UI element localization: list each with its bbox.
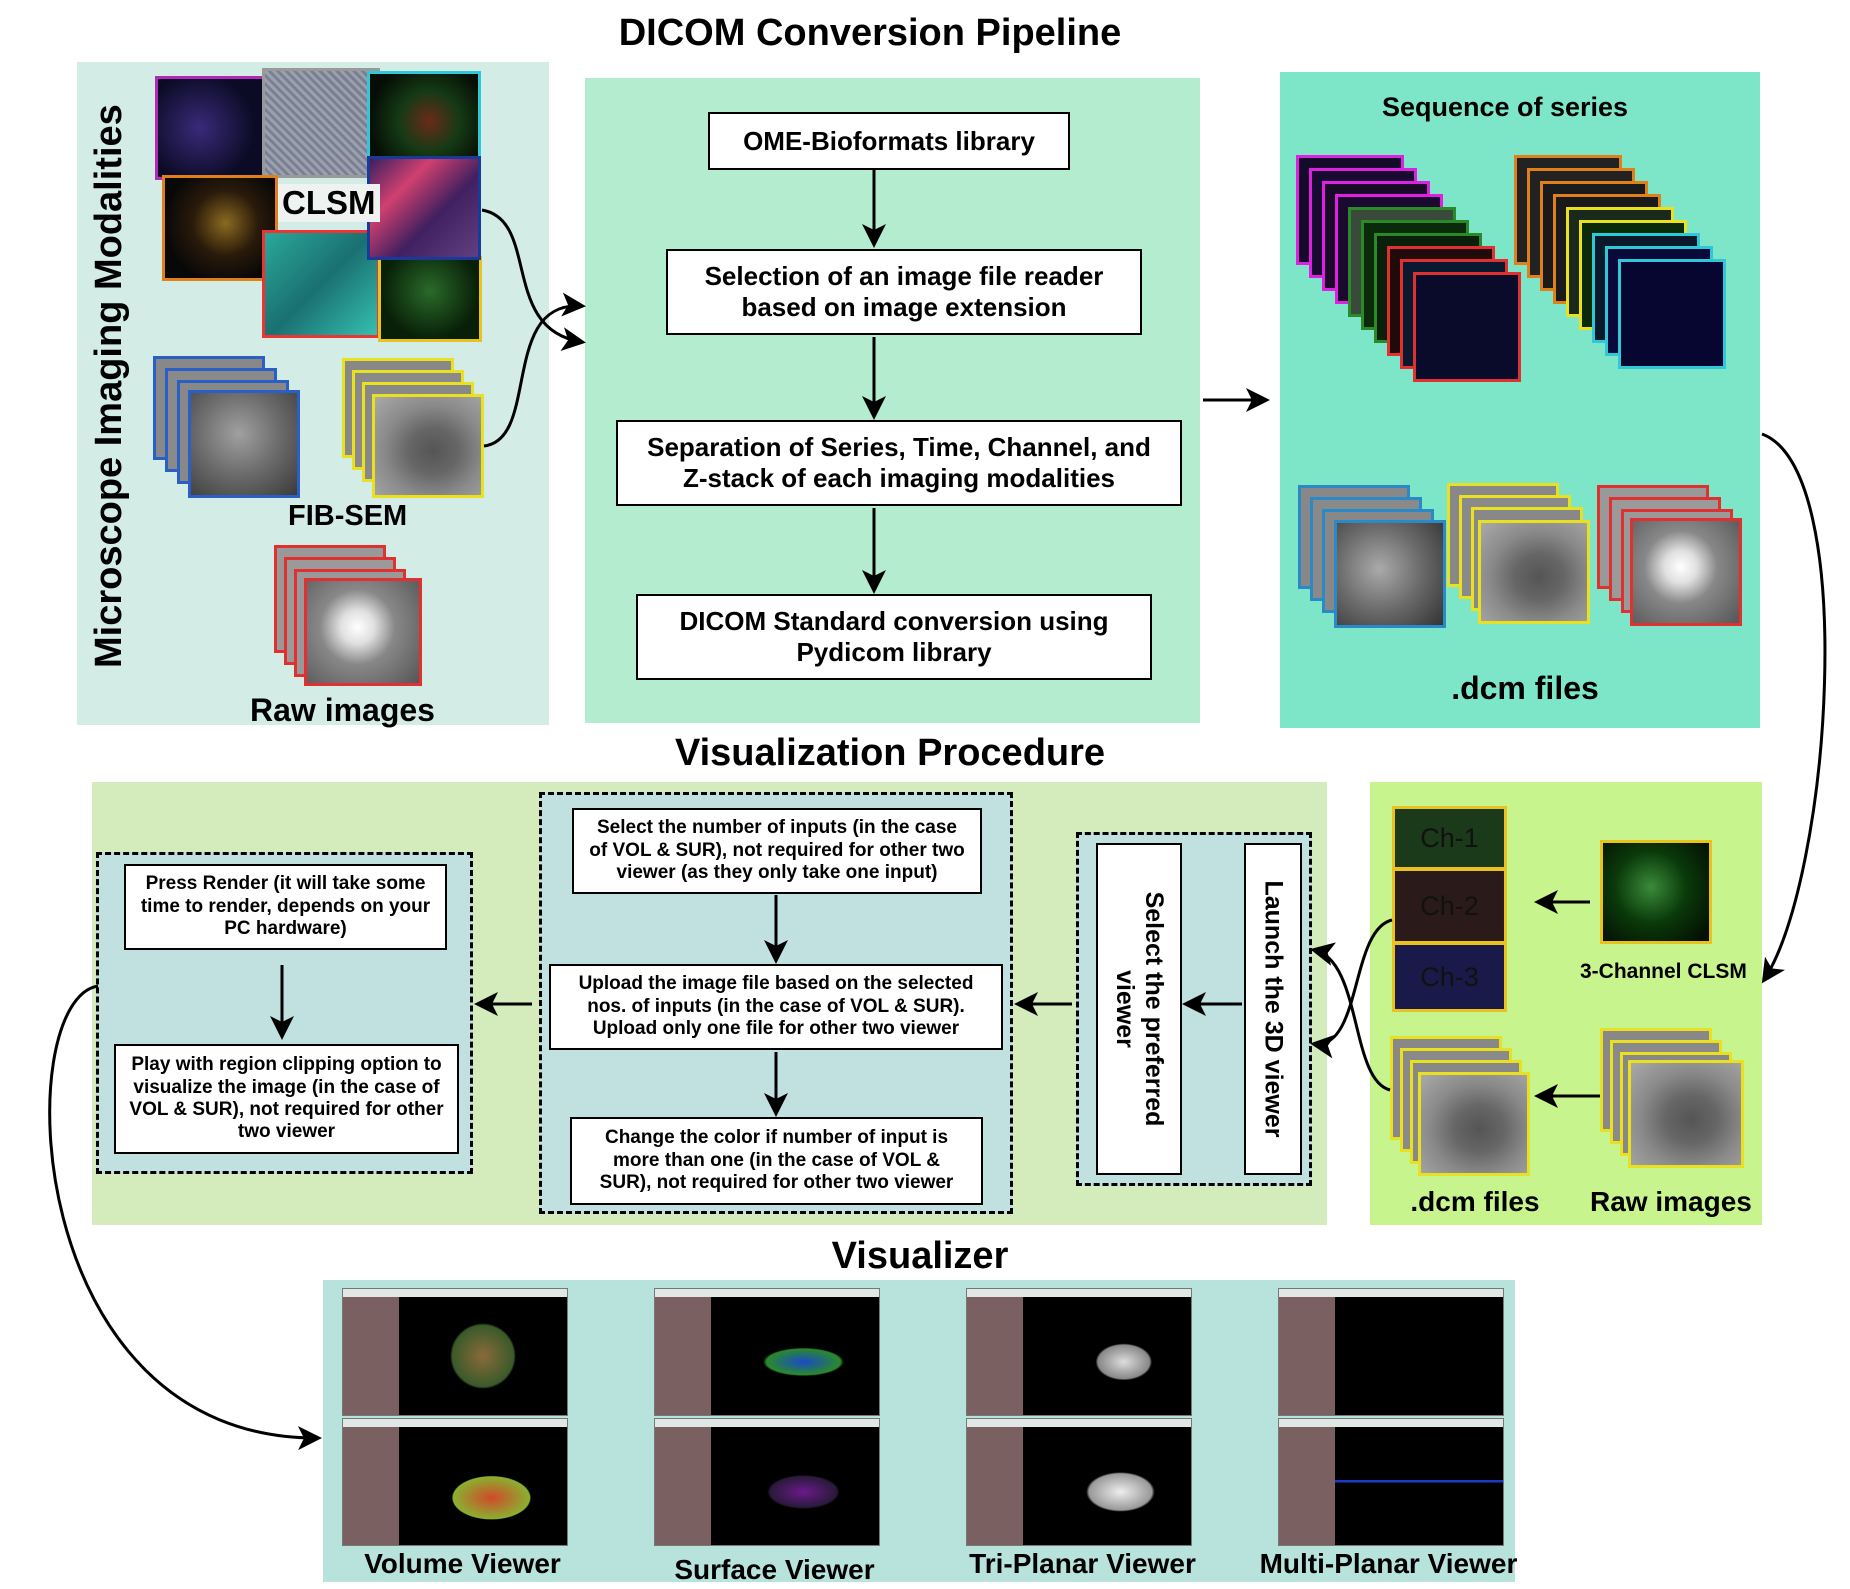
select-preferred-viewer-box: Select the preferred viewer (1096, 843, 1182, 1175)
channel-2-image: Ch-2 (1392, 868, 1507, 944)
inputs-step-select-number: Select the number of inputs (in the case… (572, 808, 982, 894)
pipeline-step-dicom-conversion: DICOM Standard conversion using Pydicom … (636, 594, 1152, 680)
channels-dcm-image (1418, 1072, 1530, 1176)
viewer-screenshot-render (711, 1427, 879, 1545)
viewer-screenshot-header (1279, 1289, 1503, 1297)
channels-raw-label: Raw images (1590, 1186, 1752, 1217)
viewer-screenshot-sidebar (343, 1297, 399, 1415)
pipeline-step-reader-selection: Selection of an image file reader based … (666, 249, 1142, 335)
inputs-step-upload: Upload the image file based on the selec… (549, 964, 1003, 1050)
viewer-screenshot-sidebar (1279, 1427, 1335, 1545)
heading-dicom-pipeline: DICOM Conversion Pipeline (618, 12, 1122, 54)
volume-viewer-label: Volume Viewer (364, 1548, 561, 1579)
viewer-screenshot-header (1279, 1419, 1503, 1427)
viewer-screenshot-header (655, 1289, 879, 1297)
series-dcm-label: .dcm files (1451, 670, 1599, 706)
clsm-3channel-label: 3-Channel CLSM (1580, 960, 1747, 983)
viewer-screenshot-sidebar (655, 1427, 711, 1545)
fibsem-image (188, 390, 300, 498)
viewer-screenshot-render (1023, 1297, 1191, 1415)
viewer-screenshot-header (967, 1289, 1191, 1297)
dcm-image (1478, 520, 1590, 624)
pipeline-step-separation: Separation of Series, Time, Channel, and… (616, 420, 1182, 506)
viewer-screenshot-sidebar (1279, 1297, 1335, 1415)
clsm-3channel-image (1600, 840, 1712, 944)
launch-3d-viewer-box: Launch the 3D viewer (1244, 843, 1302, 1175)
heading-visualizer: Visualizer (831, 1235, 1009, 1277)
viewer-screenshot (1278, 1288, 1504, 1416)
raw-images-label: Raw images (250, 692, 435, 728)
triplanar-viewer-label: Tri-Planar Viewer (969, 1548, 1196, 1579)
pipeline-step-ome-bioformats: OME-Bioformats library (708, 112, 1070, 170)
viewer-screenshot (1278, 1418, 1504, 1546)
series-frame (1413, 272, 1521, 382)
viewer-screenshot-render (399, 1297, 567, 1415)
viewer-screenshot-render (711, 1297, 879, 1415)
viewer-screenshot (654, 1288, 880, 1416)
channel-3-image: Ch-3 (1392, 942, 1507, 1012)
viewer-screenshot (342, 1418, 568, 1546)
clsm-stack-image (367, 156, 481, 260)
surface-viewer-label: Surface Viewer (674, 1554, 875, 1585)
launch-3d-viewer-label: Launch the 3D viewer (1259, 880, 1288, 1138)
viewer-screenshot-render (1335, 1427, 1503, 1545)
clsm-image (367, 71, 481, 163)
channels-dcm-label: .dcm files (1410, 1186, 1540, 1217)
channels-raw-image (1628, 1060, 1744, 1168)
viewer-screenshot (966, 1288, 1192, 1416)
clsm-image (378, 256, 482, 342)
clsm-image (155, 76, 265, 180)
select-preferred-viewer-label: Select the preferred viewer (1111, 891, 1168, 1127)
viewer-screenshot-header (655, 1419, 879, 1427)
fibsem-label: FIB-SEM (288, 500, 408, 532)
dcm-image (1334, 520, 1446, 628)
raw-image (304, 578, 422, 686)
viewer-screenshot (342, 1288, 568, 1416)
clsm-image (262, 230, 380, 338)
modalities-vertical-title: Microscope Imaging Modalities (88, 104, 130, 668)
viewer-screenshot-sidebar (655, 1297, 711, 1415)
fibsem-image (372, 394, 484, 498)
render-step-region-clipping: Play with region clipping option to visu… (114, 1044, 459, 1154)
channel-1-image: Ch-1 (1392, 806, 1507, 870)
multiplanar-viewer-label: Multi-Planar Viewer (1259, 1548, 1518, 1579)
clsm-image (262, 68, 380, 178)
render-step-press-render: Press Render (it will take some time to … (124, 864, 447, 950)
viewer-screenshot-render (1023, 1427, 1191, 1545)
arrow-series-to-channels (1761, 432, 1827, 984)
viewer-screenshot-render (1335, 1297, 1503, 1415)
viewer-screenshot-header (967, 1419, 1191, 1427)
viewer-screenshot-sidebar (967, 1297, 1023, 1415)
clsm-label: CLSM (278, 184, 380, 222)
series-frame (1618, 259, 1726, 369)
viewer-screenshot-sidebar (343, 1427, 399, 1545)
series-title: Sequence of series (1381, 92, 1629, 122)
viewer-screenshot-sidebar (967, 1427, 1023, 1545)
viewer-screenshot-render (399, 1427, 567, 1545)
clsm-image (162, 175, 278, 281)
viewer-screenshot (654, 1418, 880, 1546)
viewer-screenshot-header (343, 1289, 567, 1297)
viewer-screenshot (966, 1418, 1192, 1546)
viewer-screenshot-header (343, 1419, 567, 1427)
heading-visualization-procedure: Visualization Procedure (674, 732, 1106, 774)
inputs-step-change-color: Change the color if number of input is m… (570, 1117, 983, 1205)
dcm-image (1630, 518, 1742, 626)
